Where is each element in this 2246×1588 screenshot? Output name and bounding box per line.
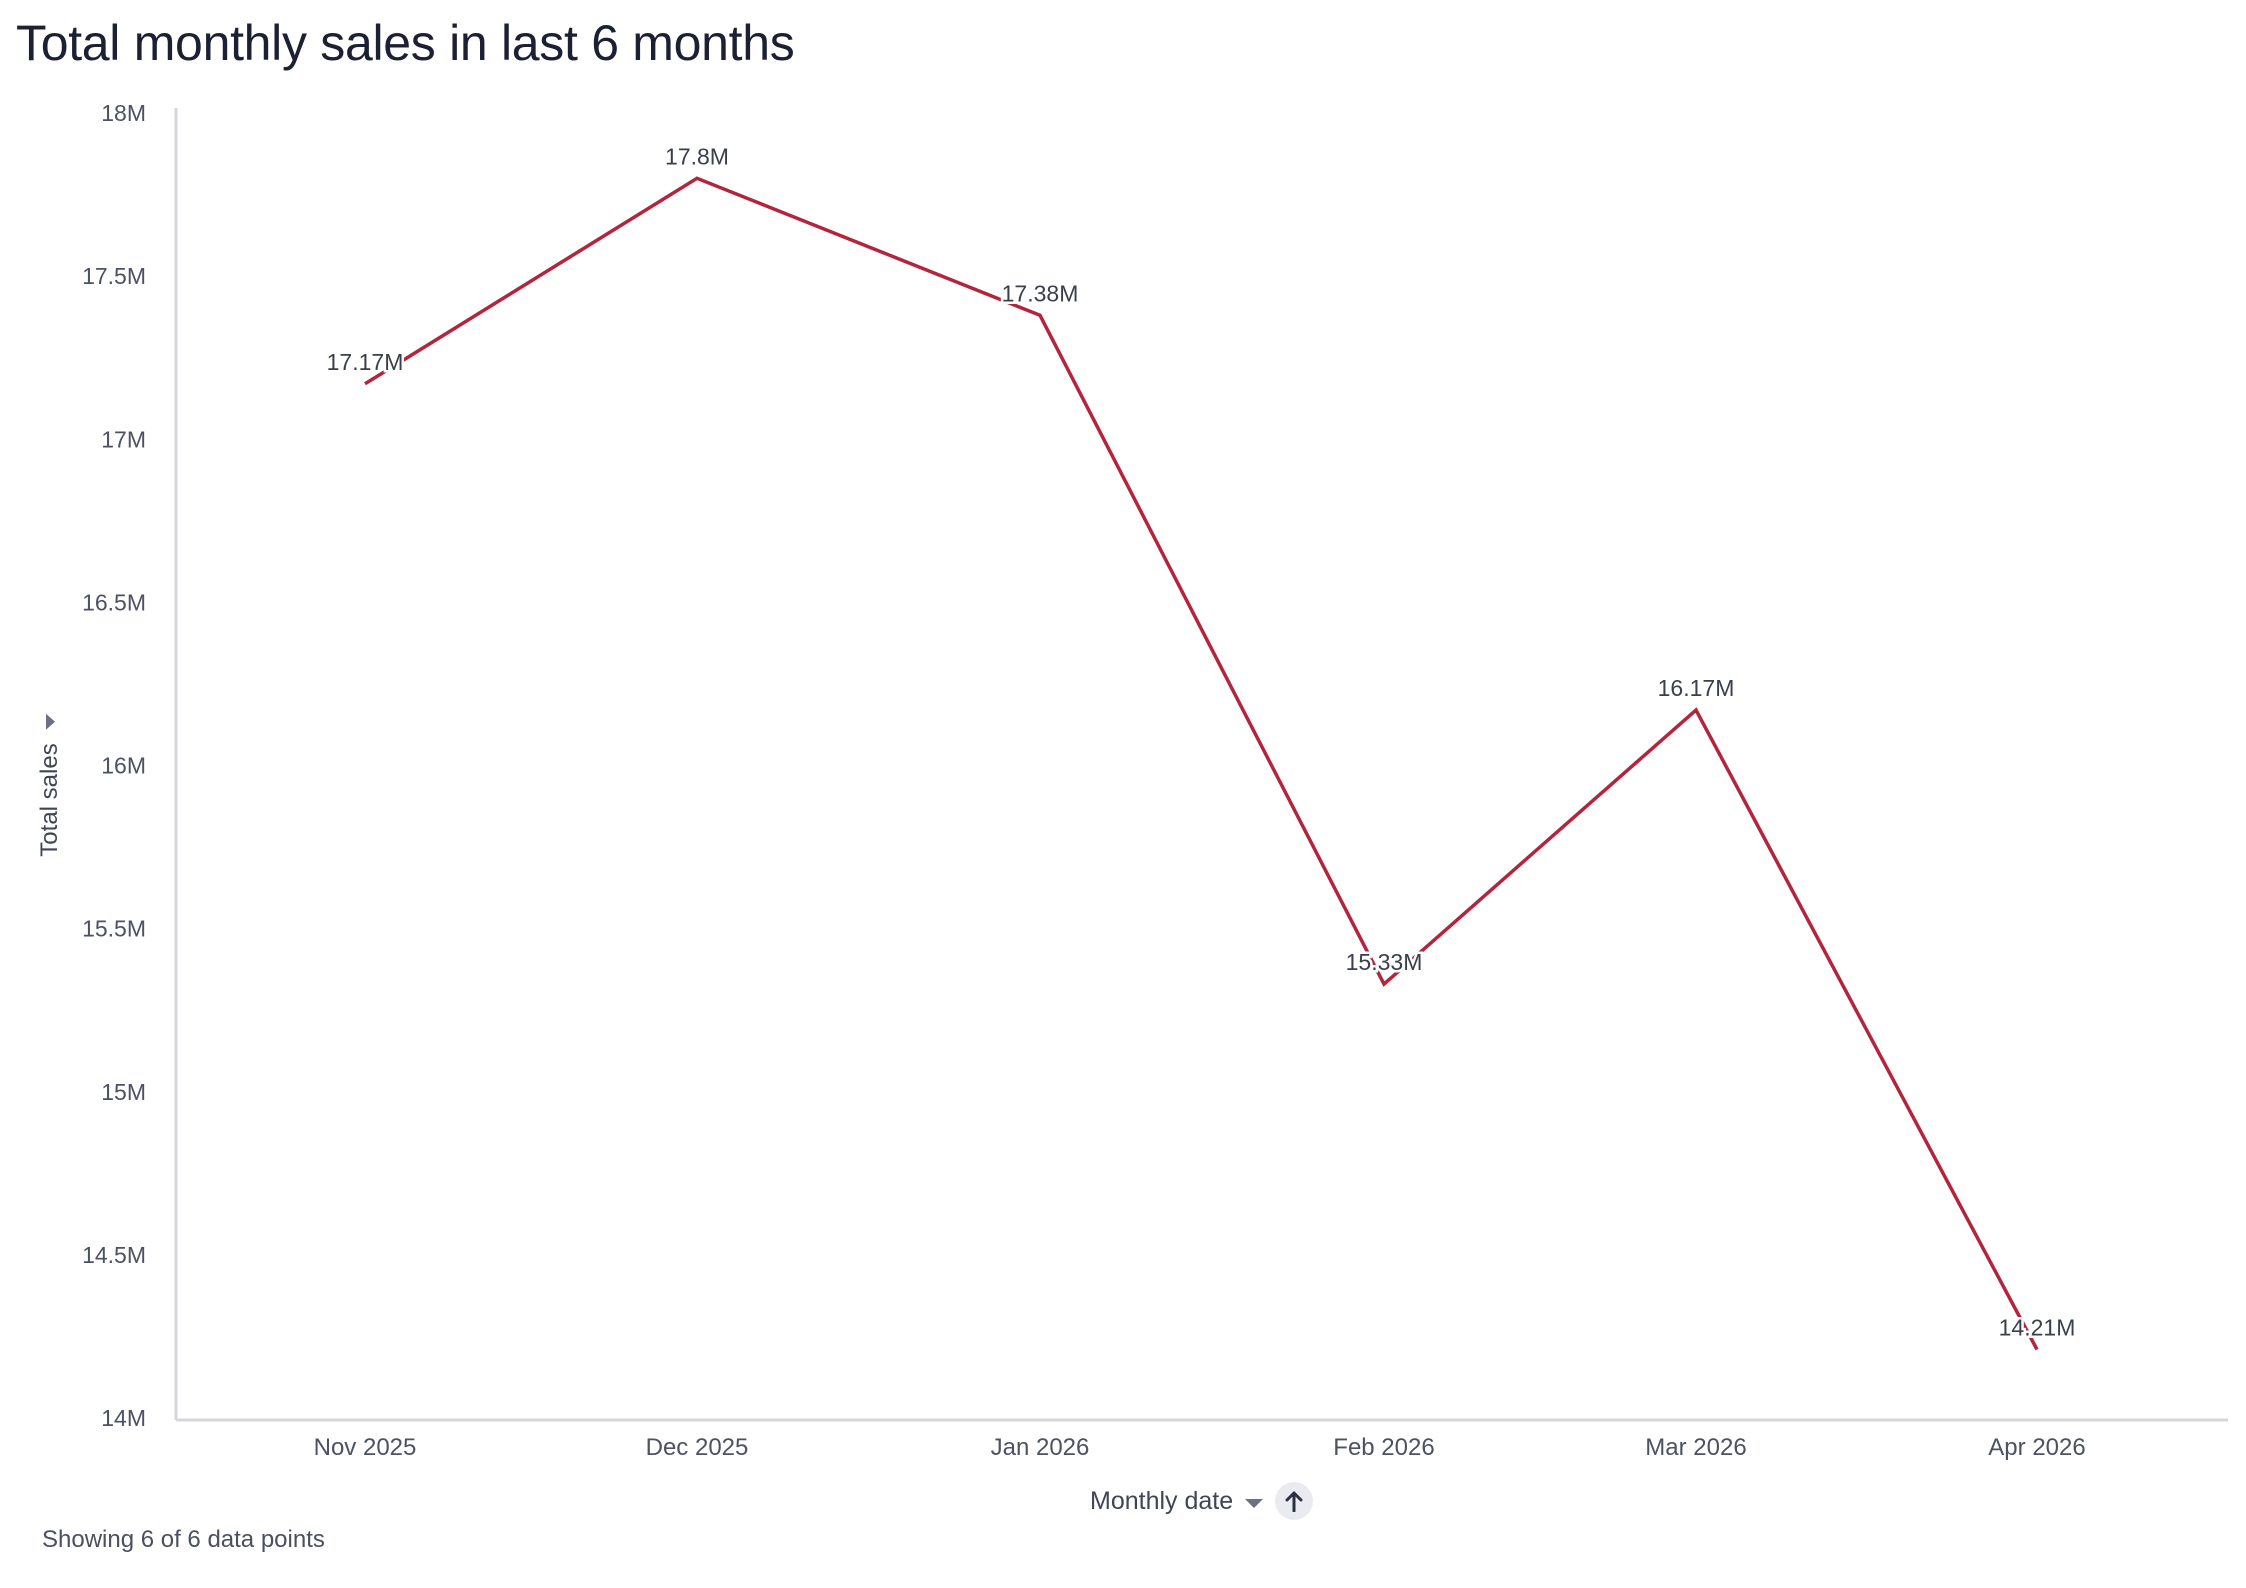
y-tick-label: 15M: [101, 1079, 146, 1105]
data-label: 15.33M: [1346, 949, 1423, 975]
caret-down-icon[interactable]: [1245, 1498, 1264, 1508]
series-line: [364, 176, 2039, 1351]
y-tick-label: 15.5M: [82, 916, 146, 942]
y-axis-ticks: 14M 14.5M 15M 15.5M 16M 16.5M 17M 17.5M 18M: [82, 100, 146, 1431]
data-points-status: Showing 6 of 6 data points: [42, 1526, 325, 1553]
data-labels: 17.17M 17.8M 17.38M 15.33M 16.17M 14.21M: [324, 141, 2078, 1343]
data-label: 17.17M: [327, 349, 404, 375]
data-label: 17.38M: [1002, 280, 1079, 306]
y-axis-title-text: Total sales: [36, 743, 63, 857]
chart-axes: [174, 108, 2228, 1422]
data-label: 16.17M: [1658, 675, 1735, 701]
chart-title: Total monthly sales in last 6 months: [16, 15, 795, 71]
x-tick-label: Feb 2026: [1333, 1434, 1434, 1461]
y-tick-label: 14.5M: [82, 1242, 146, 1268]
caret-down-icon[interactable]: [45, 713, 55, 730]
data-label: 17.8M: [665, 143, 729, 169]
y-tick-label: 16.5M: [82, 589, 146, 615]
x-tick-label: Nov 2025: [314, 1434, 417, 1461]
x-axis-title: Monthly date: [1090, 1482, 1314, 1520]
y-axis-title[interactable]: Total sales: [36, 713, 64, 857]
x-axis-title-text: Monthly date: [1090, 1486, 1234, 1515]
series-group: [364, 176, 2039, 1351]
y-tick-label: 14M: [101, 1405, 146, 1431]
x-tick-label: Dec 2025: [646, 1434, 749, 1461]
y-tick-label: 17M: [101, 426, 146, 452]
y-tick-label: 16M: [101, 753, 146, 779]
x-tick-label: Apr 2026: [1988, 1434, 2085, 1461]
x-tick-label: Mar 2026: [1645, 1434, 1746, 1461]
x-axis-ticks: Nov 2025 Dec 2025 Jan 2026 Feb 2026 Mar 2026…: [314, 1434, 2086, 1461]
x-tick-label: Jan 2026: [991, 1434, 1090, 1461]
y-tick-label: 18M: [101, 100, 146, 126]
data-label: 14.21M: [1999, 1314, 2076, 1340]
y-tick-label: 17.5M: [82, 263, 146, 289]
arrow-up-icon: [1285, 1491, 1303, 1512]
sort-button[interactable]: [1275, 1482, 1314, 1520]
